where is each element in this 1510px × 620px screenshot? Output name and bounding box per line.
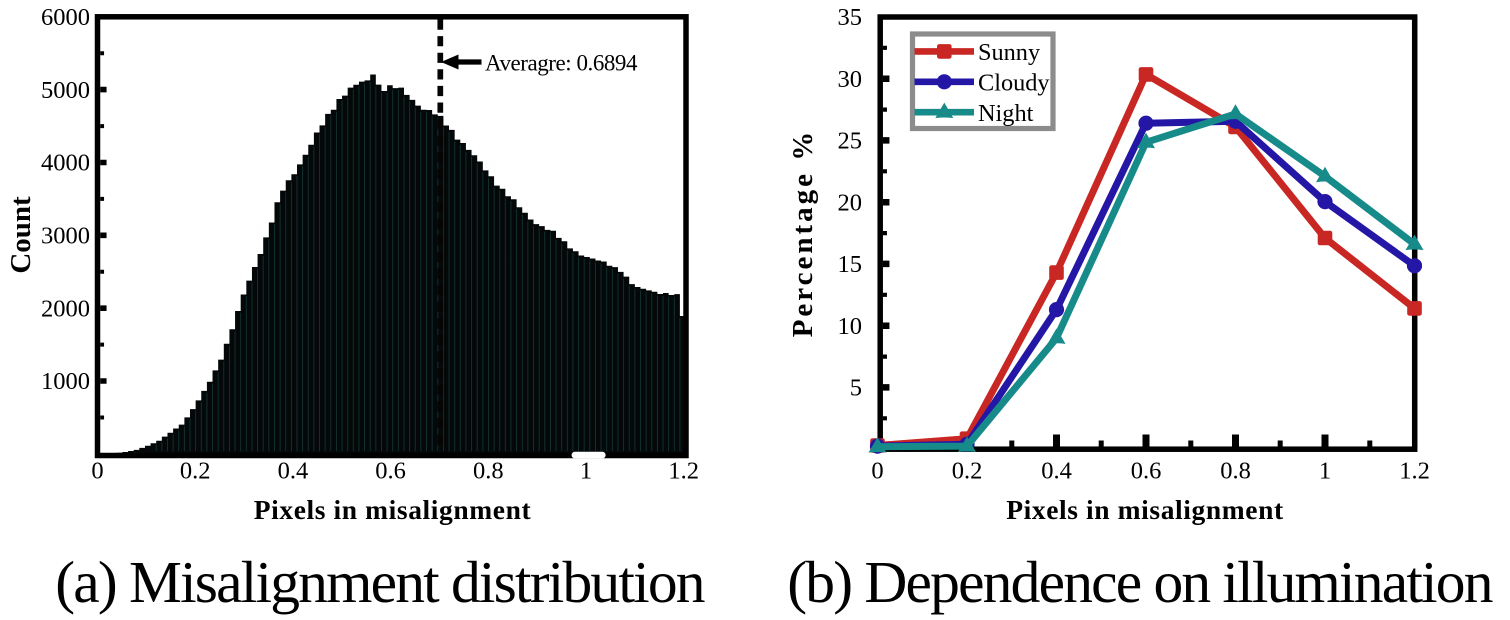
svg-text:30: 30 <box>838 66 863 93</box>
svg-text:0.2: 0.2 <box>952 458 983 485</box>
svg-text:1.2: 1.2 <box>1399 458 1430 485</box>
svg-text:1: 1 <box>1319 458 1331 485</box>
svg-text:0.8: 0.8 <box>473 458 504 485</box>
svg-text:10: 10 <box>838 313 863 340</box>
svg-text:5000: 5000 <box>41 77 90 104</box>
svg-text:0.8: 0.8 <box>1220 458 1251 485</box>
svg-text:Night: Night <box>978 100 1034 127</box>
svg-text:25: 25 <box>838 128 863 155</box>
svg-text:35: 35 <box>838 4 863 31</box>
svg-text:20: 20 <box>838 189 863 216</box>
svg-text:Count: Count <box>5 196 37 274</box>
svg-text:15: 15 <box>838 251 863 278</box>
svg-text:0.6: 0.6 <box>1131 458 1162 485</box>
svg-text:5: 5 <box>850 375 862 402</box>
svg-text:0: 0 <box>91 458 103 485</box>
svg-text:3000: 3000 <box>41 223 90 250</box>
svg-text:0.6: 0.6 <box>375 458 406 485</box>
svg-text:Cloudy: Cloudy <box>978 69 1050 96</box>
svg-text:0: 0 <box>871 458 883 485</box>
svg-text:0.4: 0.4 <box>278 458 309 485</box>
svg-text:4000: 4000 <box>41 150 90 177</box>
svg-text:Pixels in misalignment: Pixels in misalignment <box>1006 494 1284 525</box>
svg-text:0.4: 0.4 <box>1041 458 1072 485</box>
svg-text:0.2: 0.2 <box>180 458 211 485</box>
svg-text:Averagre: 0.6894: Averagre: 0.6894 <box>485 51 638 76</box>
svg-text:(b) Dependence on illumination: (b) Dependence on illumination <box>787 549 1492 615</box>
svg-text:1000: 1000 <box>41 368 90 395</box>
svg-text:1.2: 1.2 <box>668 458 699 485</box>
svg-text:6000: 6000 <box>41 4 90 31</box>
svg-text:(a) Misalignment distribution: (a) Misalignment distribution <box>55 549 705 615</box>
svg-text:1: 1 <box>580 458 592 485</box>
svg-text:2000: 2000 <box>41 295 90 322</box>
svg-text:Sunny: Sunny <box>978 39 1041 66</box>
svg-text:Percentage %: Percentage % <box>787 129 819 338</box>
svg-text:Pixels in misalignment: Pixels in misalignment <box>254 494 532 525</box>
